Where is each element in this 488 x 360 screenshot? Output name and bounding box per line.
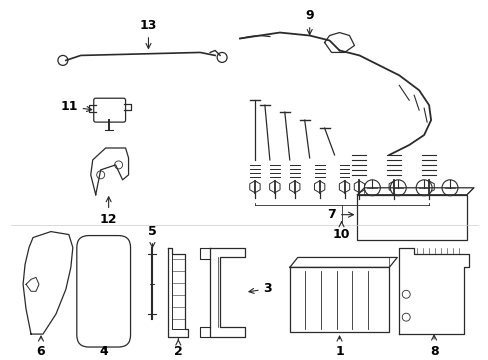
Circle shape	[97, 171, 104, 179]
Bar	[357, 195, 466, 239]
Text: 10: 10	[332, 222, 349, 240]
Text: 8: 8	[429, 335, 438, 357]
Text: 11: 11	[60, 100, 92, 113]
Text: 5: 5	[148, 225, 157, 247]
Text: 4: 4	[99, 345, 108, 357]
Circle shape	[441, 180, 457, 196]
Circle shape	[415, 180, 431, 196]
Text: 2: 2	[174, 339, 183, 357]
Circle shape	[58, 55, 68, 66]
Circle shape	[402, 290, 409, 298]
FancyBboxPatch shape	[94, 98, 125, 122]
Circle shape	[402, 313, 409, 321]
Circle shape	[389, 180, 406, 196]
Text: 3: 3	[248, 282, 272, 295]
Text: 7: 7	[326, 208, 353, 221]
Text: 1: 1	[334, 336, 343, 357]
Circle shape	[217, 53, 226, 62]
Bar	[289, 267, 388, 332]
Text: 9: 9	[305, 9, 313, 35]
Text: 13: 13	[140, 19, 157, 49]
Text: 6: 6	[37, 336, 45, 357]
Text: 12: 12	[100, 197, 117, 226]
FancyBboxPatch shape	[77, 235, 130, 347]
Circle shape	[114, 161, 122, 169]
Circle shape	[364, 180, 380, 196]
